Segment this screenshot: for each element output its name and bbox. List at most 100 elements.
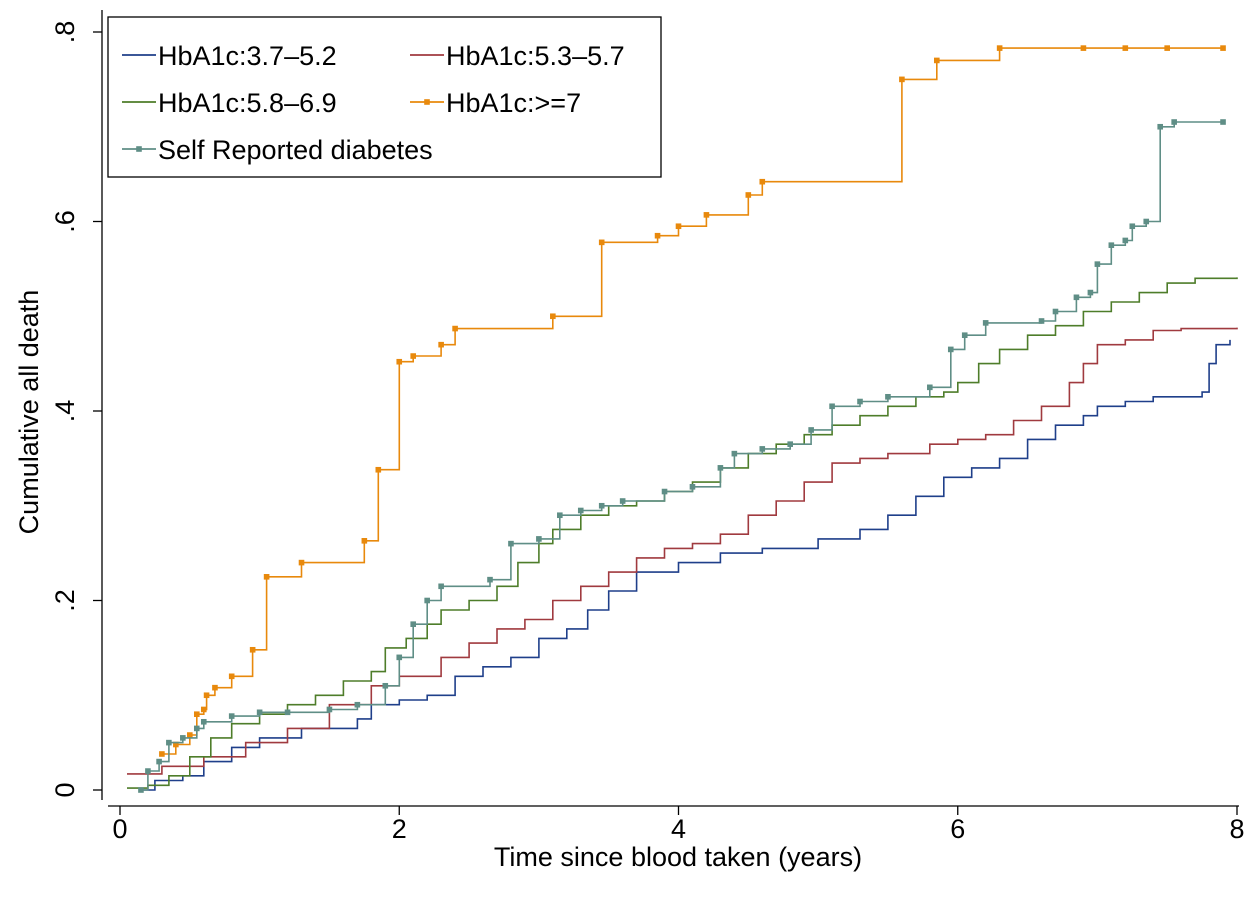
data-point-marker <box>829 403 835 410</box>
y-tick-label: .4 <box>50 400 80 423</box>
data-point-marker <box>577 507 584 514</box>
data-point-marker <box>536 536 542 542</box>
series-lines <box>127 45 1238 793</box>
y-axis-title: Cumulative all death <box>14 290 44 535</box>
data-point-marker <box>396 654 403 661</box>
legend-label: Self Reported diabetes <box>158 135 433 165</box>
data-point-marker <box>193 711 200 717</box>
data-point-marker <box>256 709 263 716</box>
data-point-marker <box>1122 237 1129 244</box>
series-line-2 <box>127 327 1238 775</box>
axes: 0 2 4 6 8 0 .2 .4 .6 .8 <box>50 10 1245 844</box>
legend-label: HbA1c:>=7 <box>446 88 581 118</box>
data-point-marker <box>1073 294 1080 301</box>
legend-marker <box>424 99 430 105</box>
data-point-marker <box>354 701 361 708</box>
data-point-marker <box>193 725 200 732</box>
data-point-marker <box>598 239 605 246</box>
data-point-marker <box>1108 242 1115 248</box>
x-tick-label: 0 <box>112 814 127 844</box>
data-point-marker <box>731 450 738 457</box>
data-point-marker <box>1157 123 1164 130</box>
data-point-marker <box>598 502 605 509</box>
data-point-marker <box>438 583 444 590</box>
data-point-marker <box>1122 45 1129 51</box>
legend-label: HbA1c:3.7–5.2 <box>158 41 337 71</box>
data-point-marker <box>187 732 193 738</box>
data-point-marker <box>410 621 417 627</box>
data-point-marker <box>1038 318 1045 324</box>
data-point-marker <box>438 341 444 348</box>
x-tick-label: 4 <box>671 814 686 844</box>
data-point-marker <box>947 346 954 353</box>
data-point-marker <box>1087 289 1094 296</box>
data-point-marker <box>557 512 563 519</box>
data-point-marker <box>200 718 207 725</box>
legend-box <box>107 16 662 178</box>
x-tick-label: 6 <box>950 814 965 844</box>
data-point-marker <box>675 223 682 230</box>
data-point-marker <box>212 684 218 691</box>
data-point-marker <box>156 758 162 765</box>
data-point-marker <box>899 76 905 83</box>
data-point-marker <box>410 353 417 359</box>
data-point-marker <box>200 706 207 713</box>
data-point-marker <box>857 398 863 405</box>
data-point-marker <box>375 466 382 473</box>
y-tick-label: .2 <box>50 589 80 612</box>
data-point-marker <box>1220 119 1226 125</box>
data-point-marker <box>661 488 668 495</box>
data-point-marker <box>249 646 256 653</box>
data-point-marker <box>1164 45 1170 51</box>
legend: HbA1c:3.7–5.2 HbA1c:5.3–5.7 HbA1c:5.8–6.9 H… <box>107 16 662 178</box>
data-point-marker <box>361 538 368 544</box>
data-point-marker <box>382 682 389 689</box>
data-point-marker <box>452 325 458 332</box>
data-point-marker <box>228 673 235 680</box>
data-point-marker <box>996 45 1003 51</box>
data-point-marker <box>263 574 270 580</box>
data-point-marker <box>689 484 696 490</box>
y-tick-label: .6 <box>50 210 80 233</box>
y-tick-label: .8 <box>50 21 80 44</box>
data-point-marker <box>298 559 305 566</box>
data-point-marker <box>284 709 291 716</box>
legend-label: HbA1c:5.8–6.9 <box>158 88 337 118</box>
data-point-marker <box>1143 218 1150 225</box>
data-point-marker <box>1220 45 1226 51</box>
y-tick-label: 0 <box>50 782 80 797</box>
data-point-marker <box>808 427 814 433</box>
data-point-marker <box>759 178 766 185</box>
data-point-marker <box>396 358 403 365</box>
data-point-marker <box>619 498 626 504</box>
data-point-marker <box>203 692 210 699</box>
x-tick-label: 8 <box>1229 814 1244 844</box>
x-tick-label: 2 <box>392 814 407 844</box>
data-point-marker <box>1052 308 1059 315</box>
x-axis-title: Time since blood taken (years) <box>494 842 862 872</box>
data-point-marker <box>717 465 724 471</box>
data-point-marker <box>703 212 710 218</box>
data-point-marker <box>759 446 766 452</box>
data-point-marker <box>745 192 752 198</box>
data-point-marker <box>1094 261 1101 267</box>
data-point-marker <box>508 540 514 547</box>
data-point-marker <box>326 706 333 713</box>
data-point-marker <box>885 393 891 400</box>
data-point-marker <box>166 739 172 746</box>
data-point-marker <box>180 735 186 741</box>
data-point-marker <box>1129 223 1136 230</box>
legend-marker <box>136 146 142 152</box>
data-point-marker <box>927 384 933 391</box>
data-point-marker <box>424 597 430 604</box>
data-point-marker <box>1171 119 1177 125</box>
data-point-marker <box>173 741 179 748</box>
series-line-1 <box>140 339 1231 791</box>
data-point-marker <box>145 768 151 774</box>
data-point-marker <box>487 576 493 583</box>
data-point-marker <box>138 787 144 793</box>
data-point-marker <box>159 751 165 757</box>
data-point-marker <box>654 232 661 239</box>
data-point-marker <box>934 57 940 64</box>
